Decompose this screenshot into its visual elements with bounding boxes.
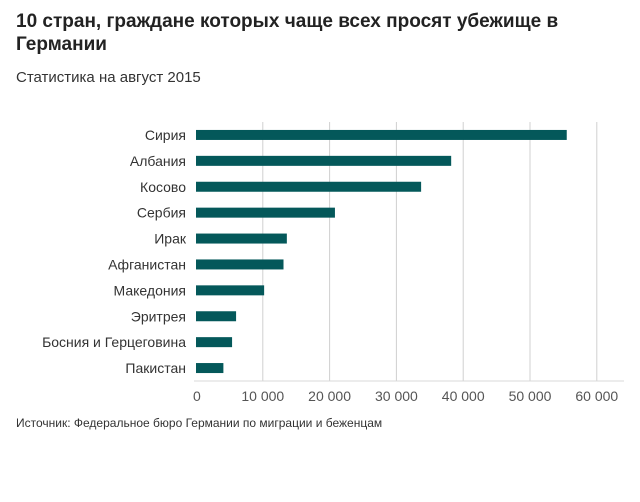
bar [196,129,567,140]
category-label: Пакистан [125,360,186,376]
bar [196,337,233,348]
x-tick-label: 60 000 [575,388,618,404]
category-label: Македония [114,282,186,298]
x-tick-label: 40 000 [442,388,485,404]
category-label: Босния и Герцеговина [42,334,186,350]
bar [196,207,335,218]
chart-subtitle: Статистика на август 2015 [16,69,201,86]
bar [196,311,237,322]
category-label: Албания [130,153,186,169]
category-label: Сирия [145,127,186,143]
x-tick-label: 50 000 [509,388,552,404]
bar [196,363,224,374]
category-label: Косово [140,179,186,195]
category-label: Ирак [154,231,187,247]
bar [196,155,452,166]
x-tick-label: 30 000 [375,388,418,404]
category-label: Афганистан [108,256,186,272]
category-label: Сербия [137,205,186,221]
category-label: Эритрея [131,308,186,324]
x-tick-label: 0 [193,388,201,404]
source-note: Источник: Федеральное бюро Германии по м… [16,416,383,430]
bar [196,259,284,270]
x-tick-label: 20 000 [308,388,351,404]
bar [196,181,422,192]
chart-title: 10 стран, граждане которых чаще всех про… [16,11,559,55]
x-tick-label: 10 000 [241,388,284,404]
bar [196,233,287,244]
bar [196,285,265,296]
